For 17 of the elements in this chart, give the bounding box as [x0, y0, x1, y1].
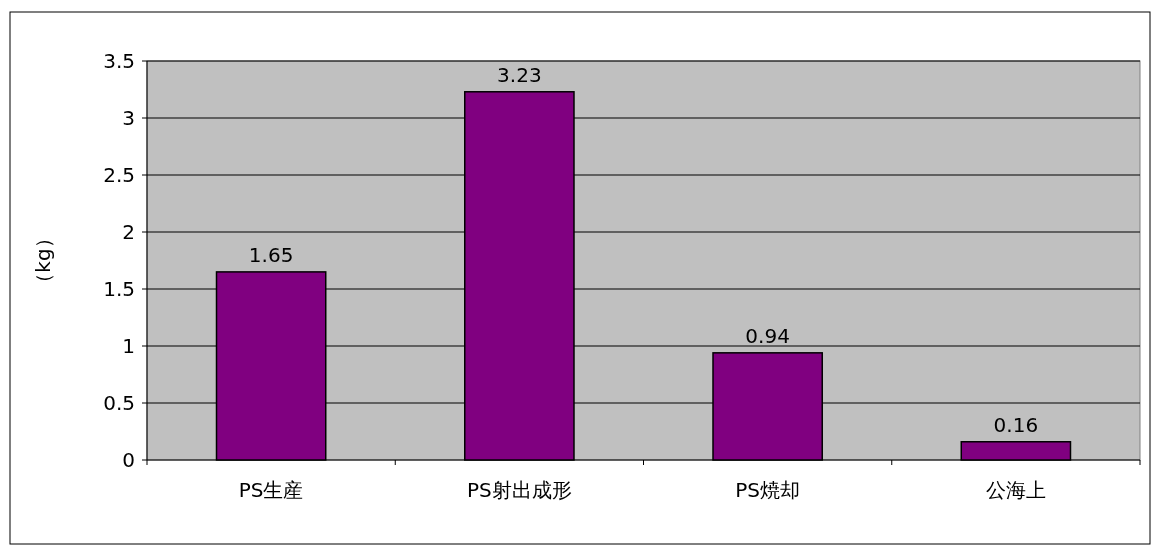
- xtick: PS射出成形: [467, 478, 572, 502]
- ytick: 0.5: [103, 391, 135, 415]
- ytick: 0: [122, 448, 135, 472]
- ytick: 3.5: [103, 49, 135, 73]
- data-label: 3.23: [497, 62, 542, 87]
- ytick: 2: [122, 220, 135, 244]
- data-label: 1.65: [248, 242, 294, 267]
- xtick: PS焼却: [735, 478, 800, 502]
- data-label: 0.94: [745, 323, 790, 348]
- ytick: 2.5: [103, 163, 135, 187]
- data-label: 0.16: [993, 412, 1039, 437]
- ylabel: （kg）: [31, 228, 55, 293]
- xtick: 公海上: [985, 478, 1046, 502]
- ytick: 3: [122, 106, 135, 130]
- xtick: PS生産: [238, 478, 304, 502]
- ytick: 1: [122, 334, 135, 358]
- ytick: 1.5: [103, 277, 135, 301]
